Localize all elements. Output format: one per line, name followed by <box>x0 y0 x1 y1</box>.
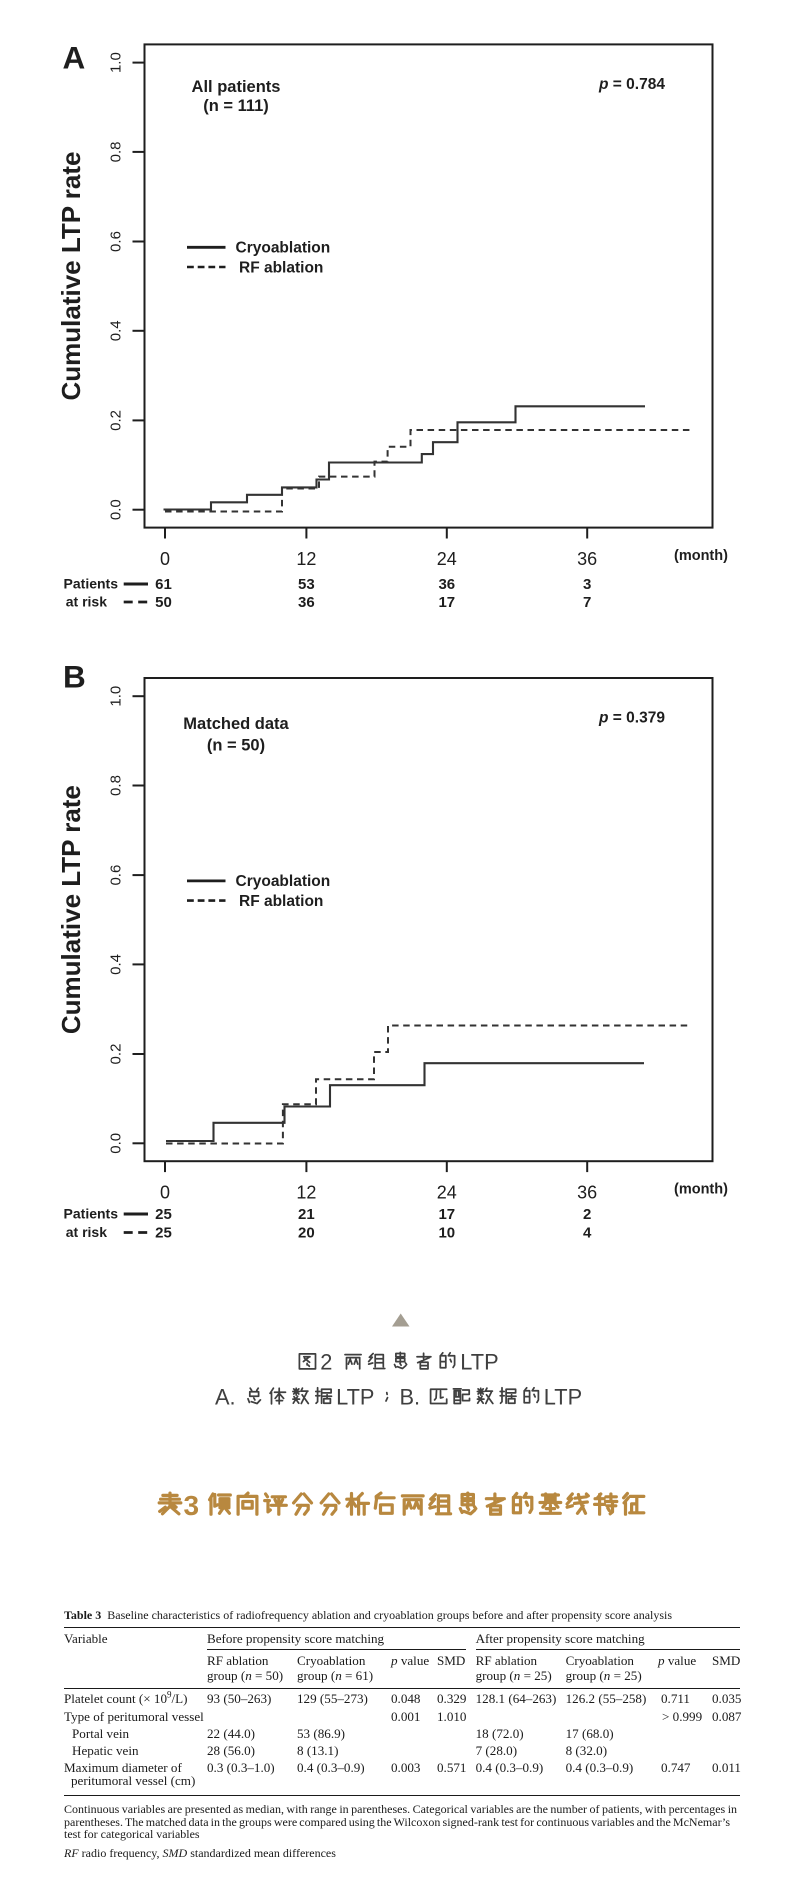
svg-text:Patients: Patients <box>64 576 119 592</box>
svg-text:12: 12 <box>296 549 316 569</box>
svg-text:at risk: at risk <box>66 594 107 610</box>
svg-text:1.0: 1.0 <box>107 52 124 73</box>
svg-text:50: 50 <box>155 594 172 611</box>
svg-text:at risk: at risk <box>66 1224 107 1240</box>
svg-text:B: B <box>63 659 86 695</box>
svg-text:36: 36 <box>577 549 597 569</box>
svg-text:3: 3 <box>583 576 591 593</box>
svg-text:p = 0.379: p = 0.379 <box>598 710 665 727</box>
svg-text:2: 2 <box>583 1206 591 1223</box>
svg-text:RF ablation: RF ablation <box>239 260 323 277</box>
svg-text:Cryoablation: Cryoablation <box>236 873 331 890</box>
svg-text:24: 24 <box>437 549 457 569</box>
svg-text:21: 21 <box>298 1206 315 1223</box>
svg-text:Cumulative LTP rate: Cumulative LTP rate <box>56 152 86 401</box>
svg-text:(month): (month) <box>674 548 728 564</box>
svg-text:4: 4 <box>583 1225 592 1242</box>
svg-text:(month): (month) <box>674 1182 728 1198</box>
svg-text:A: A <box>63 40 86 76</box>
svg-text:24: 24 <box>437 1183 457 1203</box>
svg-text:10: 10 <box>438 1225 455 1242</box>
svg-text:0: 0 <box>160 1183 170 1203</box>
svg-text:(n = 50): (n = 50) <box>207 737 265 755</box>
svg-text:0.4: 0.4 <box>107 320 124 341</box>
svg-text:36: 36 <box>298 594 315 611</box>
svg-text:12: 12 <box>296 1183 316 1203</box>
svg-text:0.2: 0.2 <box>107 410 124 431</box>
svg-text:0.6: 0.6 <box>107 865 124 886</box>
svg-text:0.8: 0.8 <box>107 141 124 162</box>
svg-text:p = 0.784: p = 0.784 <box>598 76 665 93</box>
svg-text:0.0: 0.0 <box>107 499 124 520</box>
svg-text:LTP: LTP <box>336 1385 374 1410</box>
svg-text:0.2: 0.2 <box>107 1044 124 1065</box>
svg-text:2: 2 <box>320 1350 332 1375</box>
svg-text:1.0: 1.0 <box>107 686 124 707</box>
svg-text:53: 53 <box>298 576 315 593</box>
svg-text:25: 25 <box>155 1225 172 1242</box>
svg-text:Matched data: Matched data <box>183 715 289 733</box>
svg-text:Cumulative LTP rate: Cumulative LTP rate <box>56 785 86 1034</box>
svg-text:RF ablation: RF ablation <box>239 893 323 910</box>
svg-text:25: 25 <box>155 1206 172 1223</box>
svg-text:0.0: 0.0 <box>107 1133 124 1154</box>
svg-text:Cryoablation: Cryoablation <box>236 240 331 257</box>
svg-text:3: 3 <box>184 1490 200 1521</box>
svg-text:61: 61 <box>155 576 172 593</box>
svg-text:Patients: Patients <box>64 1206 119 1222</box>
svg-text:17: 17 <box>438 594 455 611</box>
svg-text:0.6: 0.6 <box>107 231 124 252</box>
svg-text:36: 36 <box>438 576 455 593</box>
svg-text:A.: A. <box>215 1385 236 1410</box>
svg-text:17: 17 <box>438 1206 455 1223</box>
svg-text:36: 36 <box>577 1183 597 1203</box>
svg-text:(n = 111): (n = 111) <box>203 97 269 115</box>
svg-text:All patients: All patients <box>192 78 281 96</box>
svg-text:7: 7 <box>583 594 591 611</box>
svg-text:0: 0 <box>160 549 170 569</box>
svg-text:0.8: 0.8 <box>107 775 124 796</box>
svg-text:B.: B. <box>400 1385 421 1410</box>
svg-text:LTP: LTP <box>460 1350 498 1375</box>
svg-text:0.4: 0.4 <box>107 954 124 975</box>
svg-text:LTP: LTP <box>544 1385 582 1410</box>
svg-text:20: 20 <box>298 1225 315 1242</box>
